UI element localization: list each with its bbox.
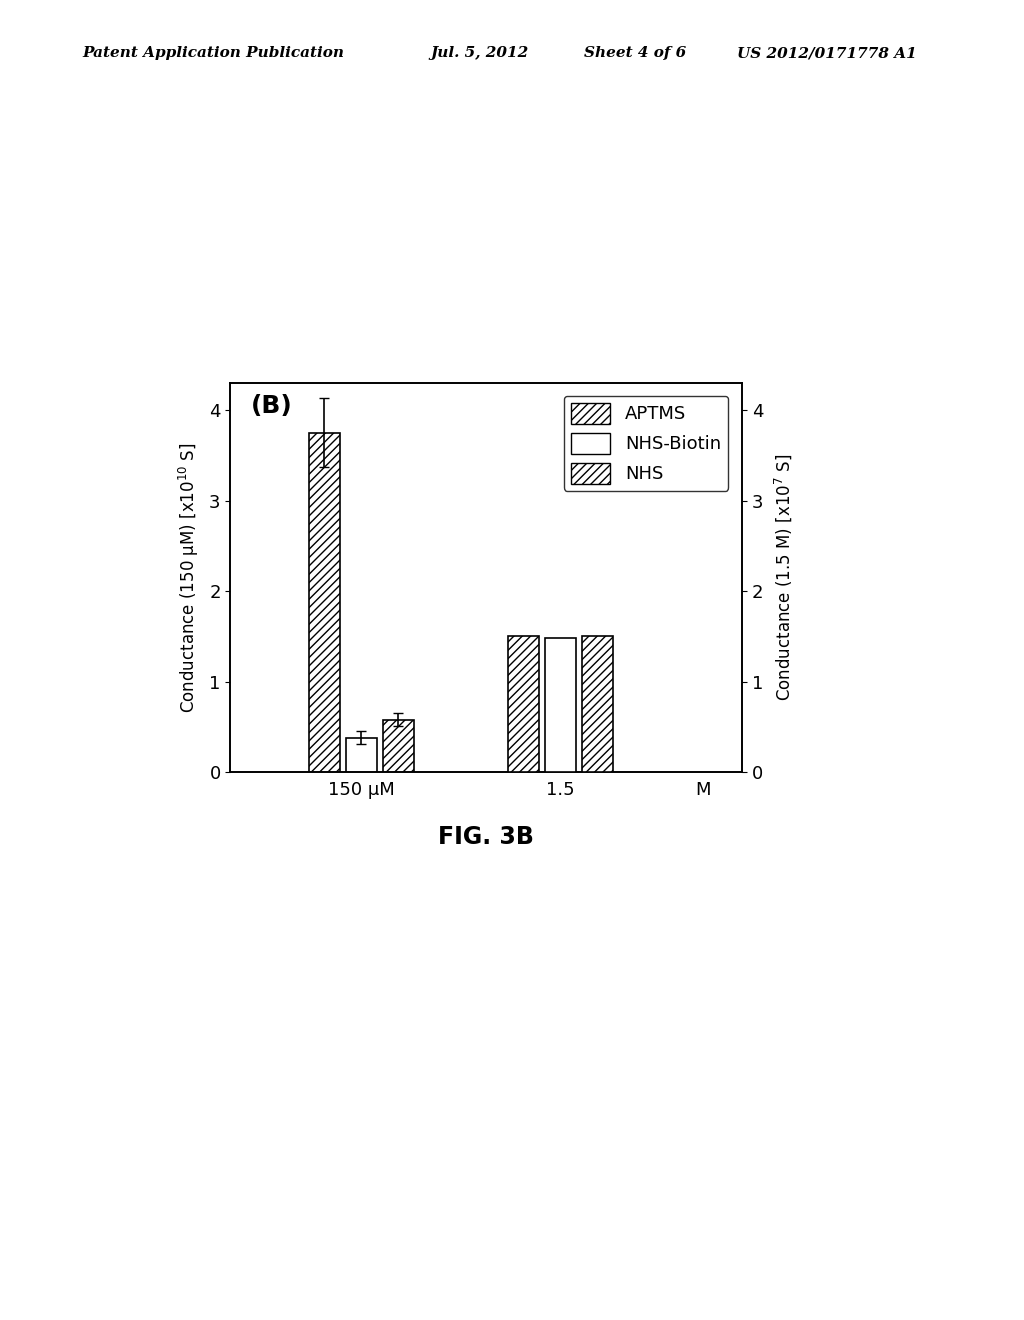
Bar bbox=[308, 433, 340, 772]
Bar bbox=[582, 636, 613, 772]
Bar bbox=[346, 738, 377, 772]
Text: FIG. 3B: FIG. 3B bbox=[438, 825, 535, 849]
Text: 150 μM: 150 μM bbox=[328, 781, 394, 800]
Legend: APTMS, NHS-Biotin, NHS: APTMS, NHS-Biotin, NHS bbox=[563, 396, 728, 491]
Text: (B): (B) bbox=[251, 395, 293, 418]
Text: Sheet 4 of 6: Sheet 4 of 6 bbox=[584, 46, 686, 61]
Text: Patent Application Publication: Patent Application Publication bbox=[82, 46, 344, 61]
Text: M: M bbox=[695, 781, 711, 800]
Text: Jul. 5, 2012: Jul. 5, 2012 bbox=[430, 46, 528, 61]
Text: 1.5: 1.5 bbox=[546, 781, 574, 800]
Y-axis label: Conductance (1.5 M) [x10$^{7}$ S]: Conductance (1.5 M) [x10$^{7}$ S] bbox=[772, 454, 794, 701]
Bar bbox=[508, 636, 539, 772]
Y-axis label: Conductance (150 μM) [x10$^{10}$ S]: Conductance (150 μM) [x10$^{10}$ S] bbox=[177, 442, 201, 713]
Text: US 2012/0171778 A1: US 2012/0171778 A1 bbox=[737, 46, 918, 61]
Bar bbox=[545, 638, 575, 772]
Bar bbox=[383, 719, 414, 772]
